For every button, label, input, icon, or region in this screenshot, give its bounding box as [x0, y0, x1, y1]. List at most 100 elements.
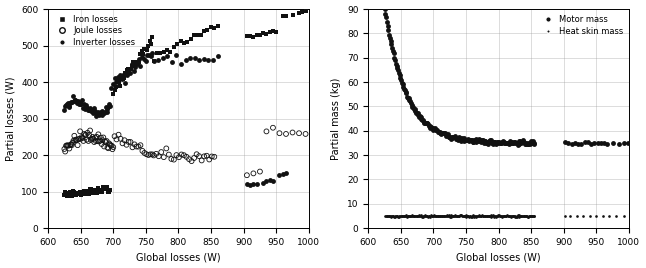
Joule losses [141, 152, 152, 156]
Point [387, 214, 397, 218]
Iron losses [142, 48, 152, 53]
Iron losses [116, 76, 127, 81]
Joule losses [84, 133, 94, 137]
Point [444, 214, 454, 218]
Iron losses [97, 190, 107, 194]
Point [493, 213, 503, 218]
Inverter losses [171, 53, 182, 57]
Point [392, 65, 402, 70]
Point [443, 213, 453, 217]
Point [465, 214, 475, 218]
Joule losses [85, 128, 95, 133]
Point [472, 214, 483, 218]
Iron losses [80, 190, 90, 194]
Joule losses [147, 152, 158, 157]
Inverter losses [111, 80, 121, 84]
Joule losses [62, 143, 72, 147]
Point [484, 214, 494, 218]
Inverter losses [108, 82, 118, 86]
Point [386, 214, 397, 218]
Iron losses [185, 37, 196, 42]
Inverter losses [92, 112, 103, 116]
Inverter losses [63, 105, 74, 109]
Point [397, 81, 407, 85]
Joule losses [76, 137, 86, 141]
Point [474, 214, 484, 218]
Inverter losses [110, 76, 120, 80]
Point [491, 142, 501, 146]
Point [436, 213, 446, 218]
Iron losses [71, 193, 81, 197]
Joule losses [287, 130, 298, 135]
Iron losses [92, 186, 103, 191]
Point [453, 214, 463, 218]
Point [525, 139, 536, 143]
Point [496, 141, 506, 146]
Point [570, 141, 580, 145]
Inverter losses [61, 103, 71, 107]
Joule losses [103, 146, 114, 150]
Inverter losses [91, 110, 101, 115]
Point [420, 213, 430, 217]
Point [524, 141, 534, 146]
Iron losses [124, 70, 134, 74]
Point [572, 214, 582, 218]
Iron losses [103, 189, 114, 193]
Iron losses [76, 192, 86, 197]
Inverter losses [63, 101, 73, 105]
Point [437, 214, 448, 218]
Point [480, 214, 490, 218]
Point [437, 214, 447, 218]
Iron losses [60, 190, 70, 194]
Point [518, 137, 528, 142]
Iron losses [73, 191, 83, 195]
Joule losses [90, 139, 101, 143]
Y-axis label: Partial losses (W): Partial losses (W) [6, 76, 16, 161]
Point [515, 139, 525, 143]
Iron losses [176, 39, 186, 43]
Point [516, 140, 526, 144]
Point [451, 136, 461, 141]
Point [426, 213, 436, 218]
Point [565, 214, 576, 218]
Point [429, 214, 439, 218]
Point [468, 140, 478, 144]
Point [516, 214, 526, 218]
Point [489, 140, 499, 144]
Point [452, 137, 462, 141]
Iron losses [109, 88, 120, 92]
Joule losses [89, 137, 99, 141]
Point [452, 214, 462, 218]
Iron losses [172, 42, 182, 47]
Point [416, 214, 426, 218]
Point [406, 100, 416, 105]
Iron losses [76, 191, 87, 196]
Point [524, 214, 534, 218]
Point [481, 214, 491, 218]
Point [471, 137, 481, 142]
Joule losses [189, 156, 199, 160]
Point [514, 142, 524, 146]
Iron losses [127, 63, 138, 68]
Point [461, 138, 472, 142]
Inverter losses [281, 171, 291, 176]
Inverter losses [98, 110, 109, 115]
Point [441, 133, 451, 138]
Point [481, 141, 492, 146]
Iron losses [245, 34, 255, 38]
Point [470, 214, 480, 218]
Inverter losses [72, 101, 82, 105]
Inverter losses [74, 102, 84, 106]
Point [508, 214, 518, 218]
Point [470, 138, 480, 143]
Iron losses [118, 77, 128, 81]
Iron losses [62, 194, 72, 198]
Joule losses [209, 155, 220, 159]
Point [458, 214, 468, 219]
Inverter losses [116, 77, 127, 81]
Joule losses [74, 136, 85, 141]
Joule losses [109, 134, 120, 138]
Point [520, 214, 530, 218]
Joule losses [86, 138, 96, 142]
Point [441, 214, 452, 218]
